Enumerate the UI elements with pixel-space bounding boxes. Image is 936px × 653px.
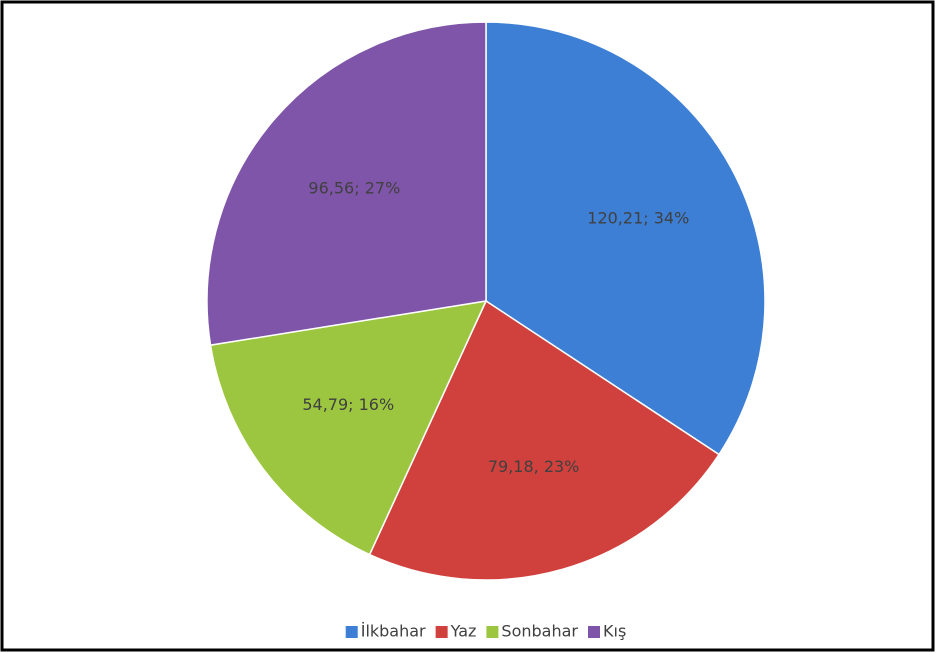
- pie-slice: [206, 21, 487, 347]
- data-label: 79,18, 23%: [488, 457, 580, 476]
- legend-label: Sonbahar: [501, 622, 578, 641]
- legend: İlkbahar Yaz Sonbahar Kış: [345, 622, 626, 641]
- legend-swatch: [435, 626, 448, 638]
- legend-label: Kış: [603, 622, 626, 641]
- legend-swatch: [588, 626, 600, 638]
- legend-label: İlkbahar: [361, 622, 426, 641]
- pie-slice: [368, 299, 721, 581]
- legend-label: Yaz: [450, 622, 477, 641]
- pie: 120,21; 34% 79,18, 23% 54,79; 16% 96,56; 27…: [206, 21, 766, 581]
- data-label: 96,56; 27%: [308, 178, 400, 197]
- pie-slice: [209, 300, 488, 556]
- legend-swatch: [486, 626, 499, 638]
- legend-swatch: [345, 626, 358, 638]
- data-label: 120,21; 34%: [587, 208, 689, 227]
- data-label: 54,79; 16%: [302, 395, 394, 414]
